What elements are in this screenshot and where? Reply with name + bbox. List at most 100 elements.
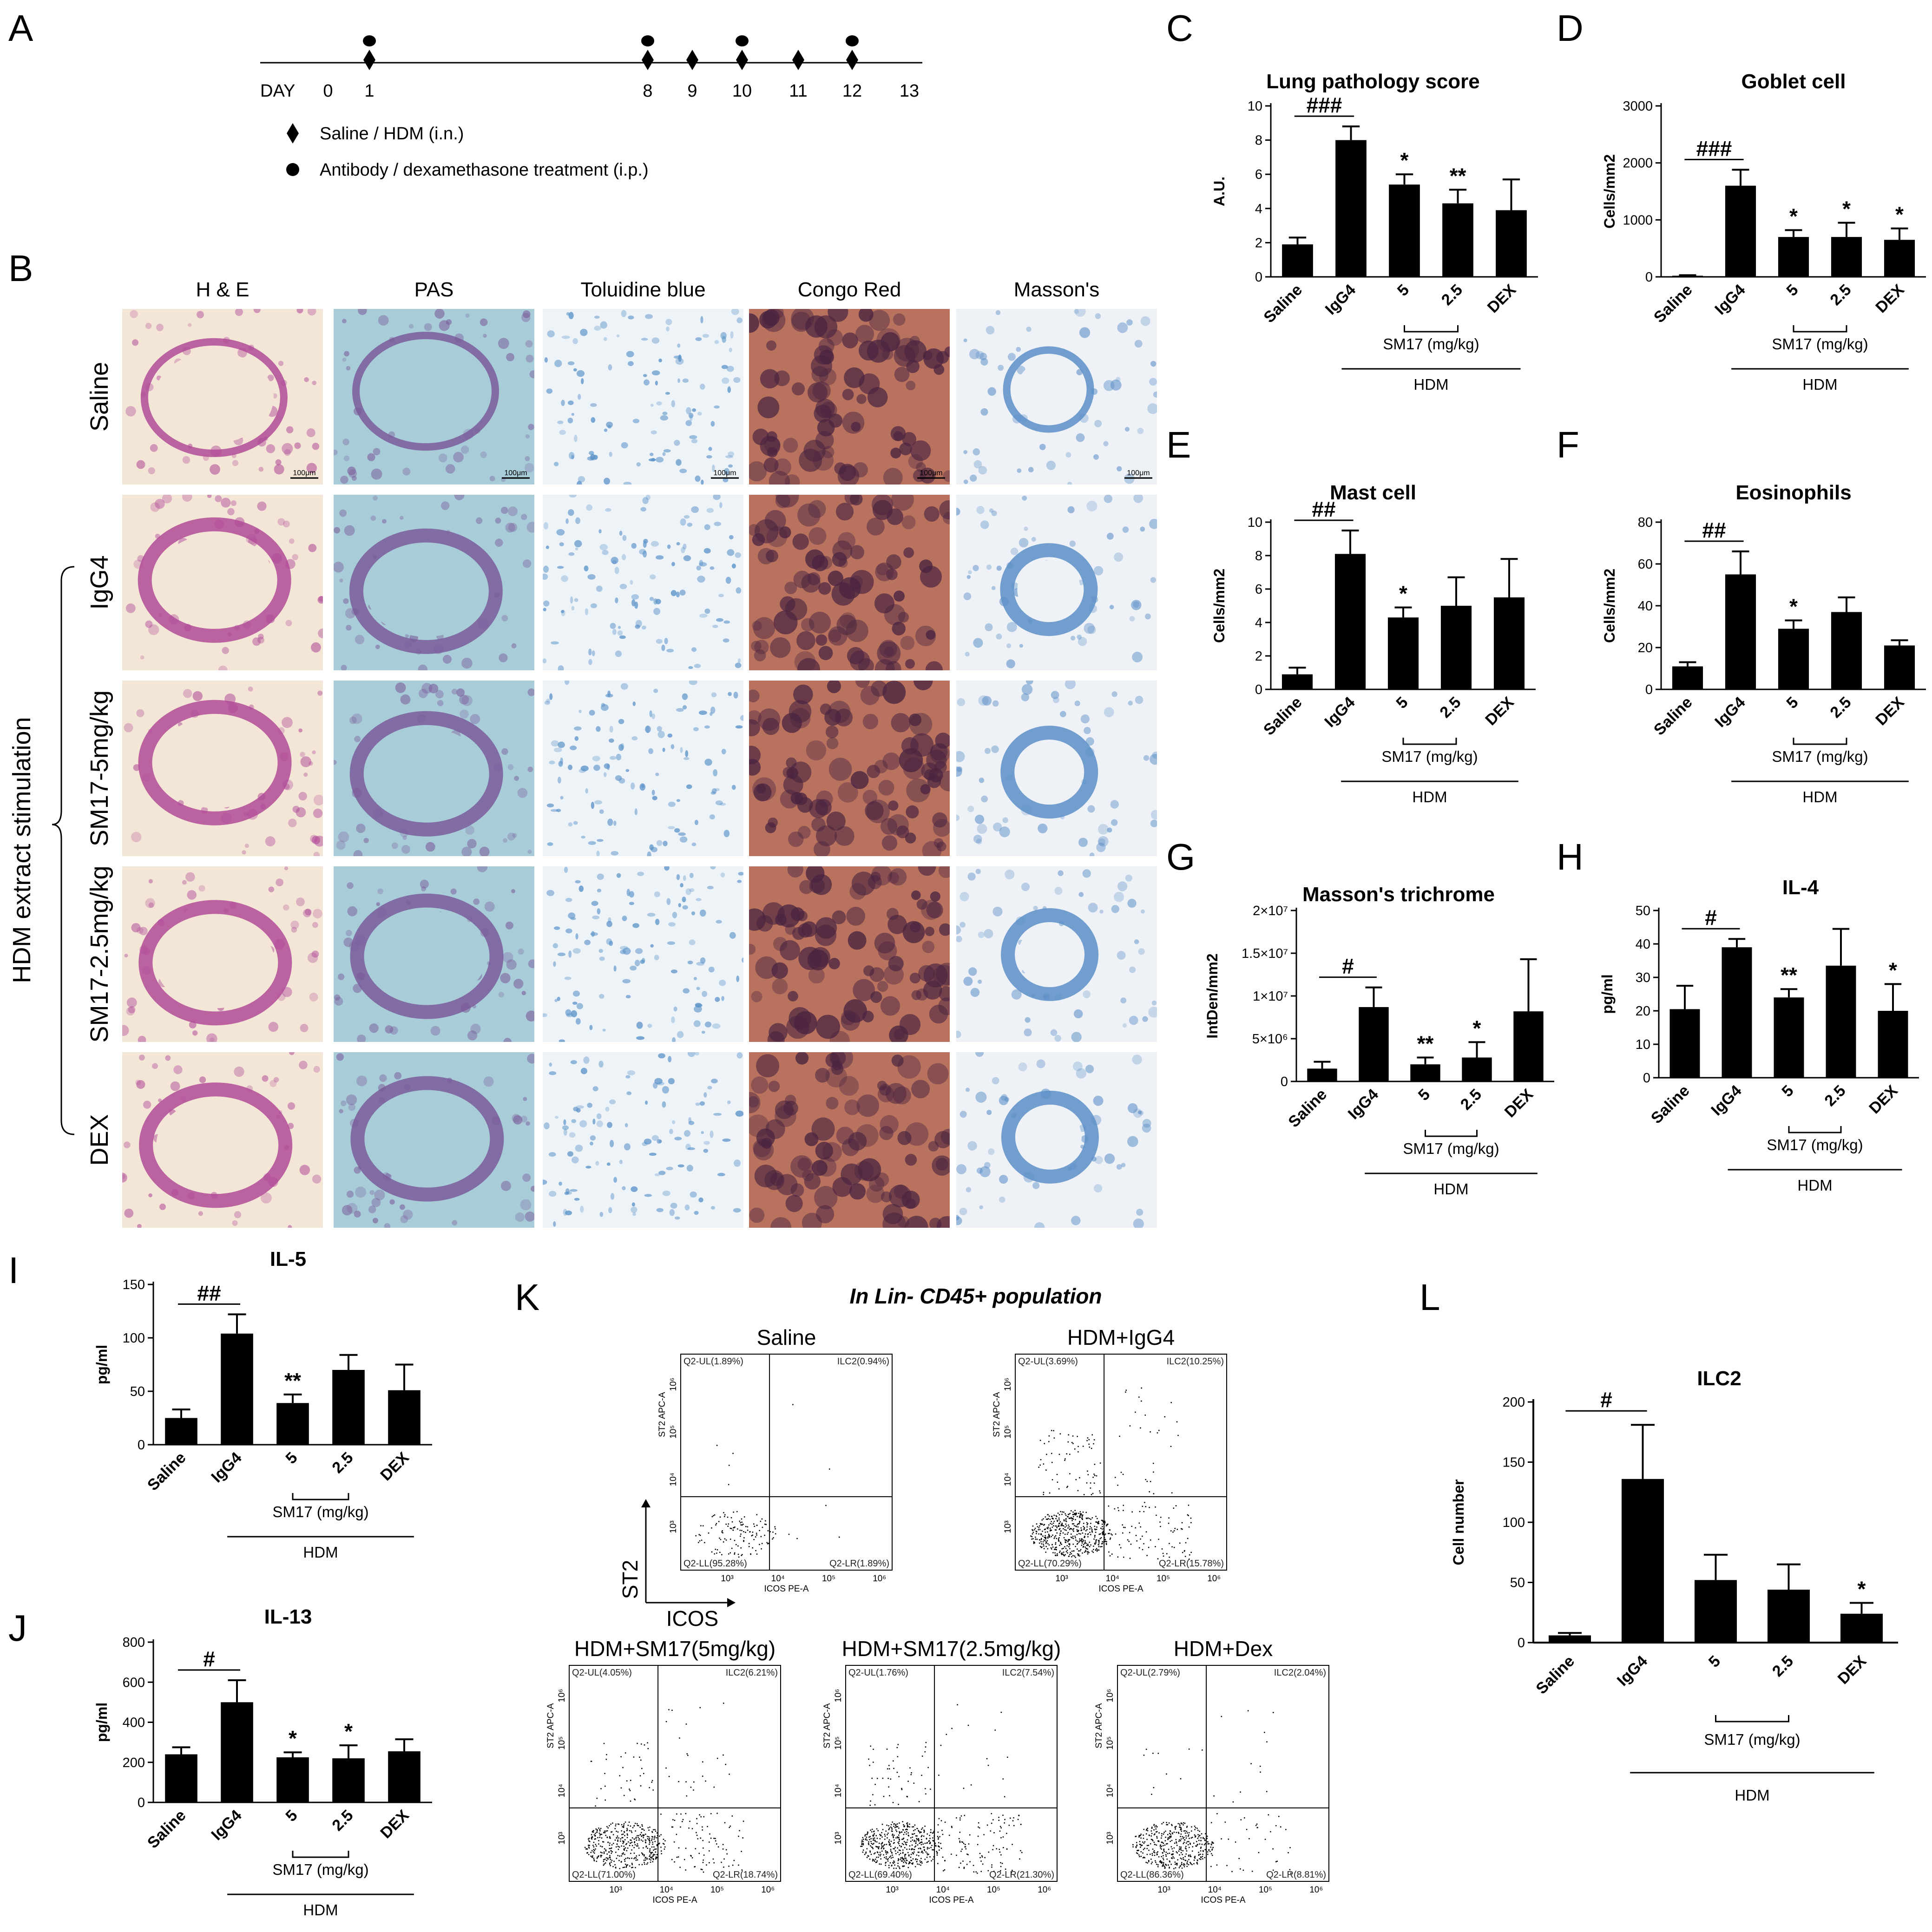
panel-label-h: H bbox=[1557, 836, 1584, 878]
event-dot bbox=[1244, 1817, 1245, 1819]
event-dot bbox=[966, 1853, 968, 1855]
event-dot bbox=[1170, 1446, 1172, 1447]
event-dot bbox=[663, 1843, 664, 1844]
event-dot bbox=[1051, 1529, 1052, 1531]
event-dot bbox=[1080, 1533, 1081, 1535]
event-dot bbox=[687, 1755, 689, 1756]
event-dot bbox=[1171, 1858, 1173, 1859]
event-dot bbox=[881, 1845, 883, 1847]
event-dot bbox=[709, 1862, 710, 1864]
event-dot bbox=[724, 1516, 725, 1517]
event-dot bbox=[628, 1821, 630, 1823]
flow-plot-2-ytick-0: 10³ bbox=[557, 1832, 567, 1844]
event-dot bbox=[929, 1834, 930, 1836]
event-dot bbox=[1157, 1851, 1158, 1853]
event-dot bbox=[737, 1528, 738, 1530]
event-dot bbox=[920, 1861, 921, 1863]
event-dot bbox=[774, 1526, 775, 1528]
event-dot bbox=[731, 1521, 733, 1523]
event-dot bbox=[619, 1840, 621, 1842]
event-dot bbox=[642, 1828, 644, 1830]
chart-D-ytick-label-3: 3000 bbox=[1623, 99, 1653, 114]
event-dot bbox=[1111, 1534, 1113, 1536]
event-dot bbox=[1065, 1529, 1067, 1531]
flow-plot-3-ur: ILC2(7.54%) bbox=[1002, 1668, 1054, 1678]
event-dot bbox=[637, 1843, 638, 1845]
event-dot bbox=[1156, 1837, 1158, 1839]
event-dot bbox=[1156, 1844, 1157, 1846]
event-dot bbox=[695, 1848, 697, 1849]
event-dot bbox=[1063, 1519, 1065, 1521]
event-dot bbox=[923, 1829, 925, 1831]
event-dot bbox=[1055, 1543, 1056, 1545]
chart-E-category-2: 5 bbox=[1393, 694, 1411, 712]
chart-J-ytick-label-0: 0 bbox=[138, 1795, 145, 1810]
event-dot bbox=[1146, 1848, 1148, 1849]
event-dot bbox=[716, 1523, 717, 1525]
event-dot bbox=[891, 1827, 893, 1829]
event-dot bbox=[903, 1826, 905, 1827]
event-dot bbox=[898, 1776, 900, 1777]
event-dot bbox=[902, 1821, 903, 1822]
event-dot bbox=[872, 1859, 874, 1860]
event-dot bbox=[1077, 1516, 1078, 1517]
event-dot bbox=[963, 1843, 965, 1844]
event-dot bbox=[598, 1855, 599, 1857]
event-dot bbox=[874, 1783, 876, 1785]
event-dot bbox=[1039, 1525, 1040, 1527]
event-dot bbox=[864, 1853, 866, 1855]
event-dot bbox=[1140, 1427, 1141, 1429]
event-dot bbox=[1166, 1822, 1167, 1823]
event-dot bbox=[1164, 1416, 1166, 1418]
scale-bar-label-c3: 100μm bbox=[920, 469, 942, 477]
event-dot bbox=[1044, 1540, 1046, 1542]
chart-C-category-1: IgG4 bbox=[1322, 281, 1359, 318]
event-dot bbox=[1048, 1441, 1050, 1442]
event-dot bbox=[1211, 1844, 1212, 1846]
event-dot bbox=[741, 1554, 743, 1555]
circle-legend-icon bbox=[286, 163, 299, 176]
chart-C-ytick-label-0: 0 bbox=[1255, 270, 1262, 285]
event-dot bbox=[1096, 1550, 1098, 1552]
event-dot bbox=[921, 1755, 923, 1757]
event-dot bbox=[940, 1820, 942, 1821]
panel-label-g: G bbox=[1166, 836, 1195, 878]
event-dot bbox=[1035, 1539, 1037, 1540]
event-dot bbox=[1102, 1531, 1104, 1532]
event-dot bbox=[629, 1788, 630, 1790]
event-dot bbox=[1075, 1546, 1076, 1547]
event-dot bbox=[1161, 1841, 1163, 1843]
chart-G-bar-4 bbox=[1513, 1011, 1544, 1081]
event-dot bbox=[604, 1859, 606, 1860]
event-dot bbox=[1153, 1787, 1155, 1788]
event-dot bbox=[967, 1724, 969, 1726]
event-dot bbox=[614, 1864, 616, 1866]
event-dot bbox=[902, 1852, 904, 1853]
event-dot bbox=[907, 1832, 909, 1834]
event-dot bbox=[926, 1838, 927, 1839]
event-dot bbox=[1139, 1841, 1141, 1842]
event-dot bbox=[907, 1826, 908, 1828]
event-dot bbox=[1058, 1514, 1060, 1516]
event-dot bbox=[635, 1830, 636, 1832]
event-dot bbox=[642, 1834, 644, 1836]
event-dot bbox=[624, 1847, 626, 1849]
event-dot bbox=[699, 1814, 700, 1816]
event-dot bbox=[1166, 1858, 1168, 1860]
event-dot bbox=[617, 1823, 619, 1825]
event-dot bbox=[1035, 1536, 1036, 1538]
event-dot bbox=[683, 1859, 685, 1860]
event-dot bbox=[899, 1832, 901, 1833]
event-dot bbox=[1072, 1514, 1074, 1515]
event-dot bbox=[876, 1856, 877, 1858]
event-dot bbox=[1197, 1838, 1198, 1839]
event-dot bbox=[1197, 1834, 1199, 1835]
event-dot bbox=[1232, 1801, 1234, 1803]
event-dot bbox=[1076, 1543, 1078, 1545]
event-dot bbox=[924, 1859, 926, 1860]
chart-I-ylabel: pg/ml bbox=[93, 1345, 110, 1384]
flow-plot-0-yparam: ST2 APC-A bbox=[657, 1392, 667, 1437]
event-dot bbox=[714, 1553, 715, 1555]
event-dot bbox=[1053, 1538, 1055, 1539]
